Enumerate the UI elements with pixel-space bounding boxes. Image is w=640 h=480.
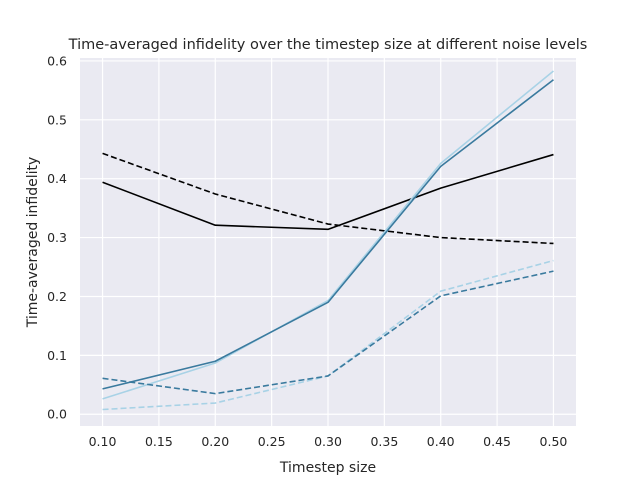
- y-tick-label: 0.5: [47, 112, 67, 127]
- y-tick-label: 0.4: [47, 171, 67, 186]
- y-axis-label: Time-averaged infidelity: [25, 157, 41, 329]
- x-tick-label: 0.20: [201, 434, 229, 449]
- series-line-4: [102, 79, 554, 390]
- x-axis-label: Timestep size: [279, 460, 376, 476]
- x-tick-label: 0.50: [540, 434, 568, 449]
- series-line-6: [102, 270, 554, 395]
- series-line-2: [102, 152, 554, 245]
- y-tick-label: 0.1: [47, 348, 67, 363]
- y-tick-label: 0.0: [47, 407, 67, 422]
- x-axis-ticks: 0.10 0.15 0.20 0.25 0.30 0.35 0.40 0.45 0.50: [89, 434, 568, 449]
- grid-lines: [80, 58, 576, 426]
- y-tick-label: 0.2: [47, 289, 67, 304]
- x-tick-label: 0.35: [370, 434, 398, 449]
- y-tick-label: 0.3: [47, 230, 67, 245]
- x-tick-label: 0.45: [483, 434, 511, 449]
- y-axis-ticks: 0.0 0.1 0.2 0.3 0.4 0.5 0.6: [47, 53, 67, 421]
- x-tick-label: 0.10: [89, 434, 117, 449]
- x-tick-label: 0.40: [427, 434, 455, 449]
- x-tick-label: 0.30: [314, 434, 342, 449]
- y-tick-label: 0.6: [47, 53, 67, 68]
- x-tick-label: 0.15: [145, 434, 173, 449]
- series-group: [102, 70, 554, 411]
- series-line-3: [102, 70, 554, 400]
- chart-title: Time-averaged infidelity over the timest…: [68, 37, 588, 53]
- series-line-1: [102, 153, 554, 231]
- x-tick-label: 0.25: [258, 434, 286, 449]
